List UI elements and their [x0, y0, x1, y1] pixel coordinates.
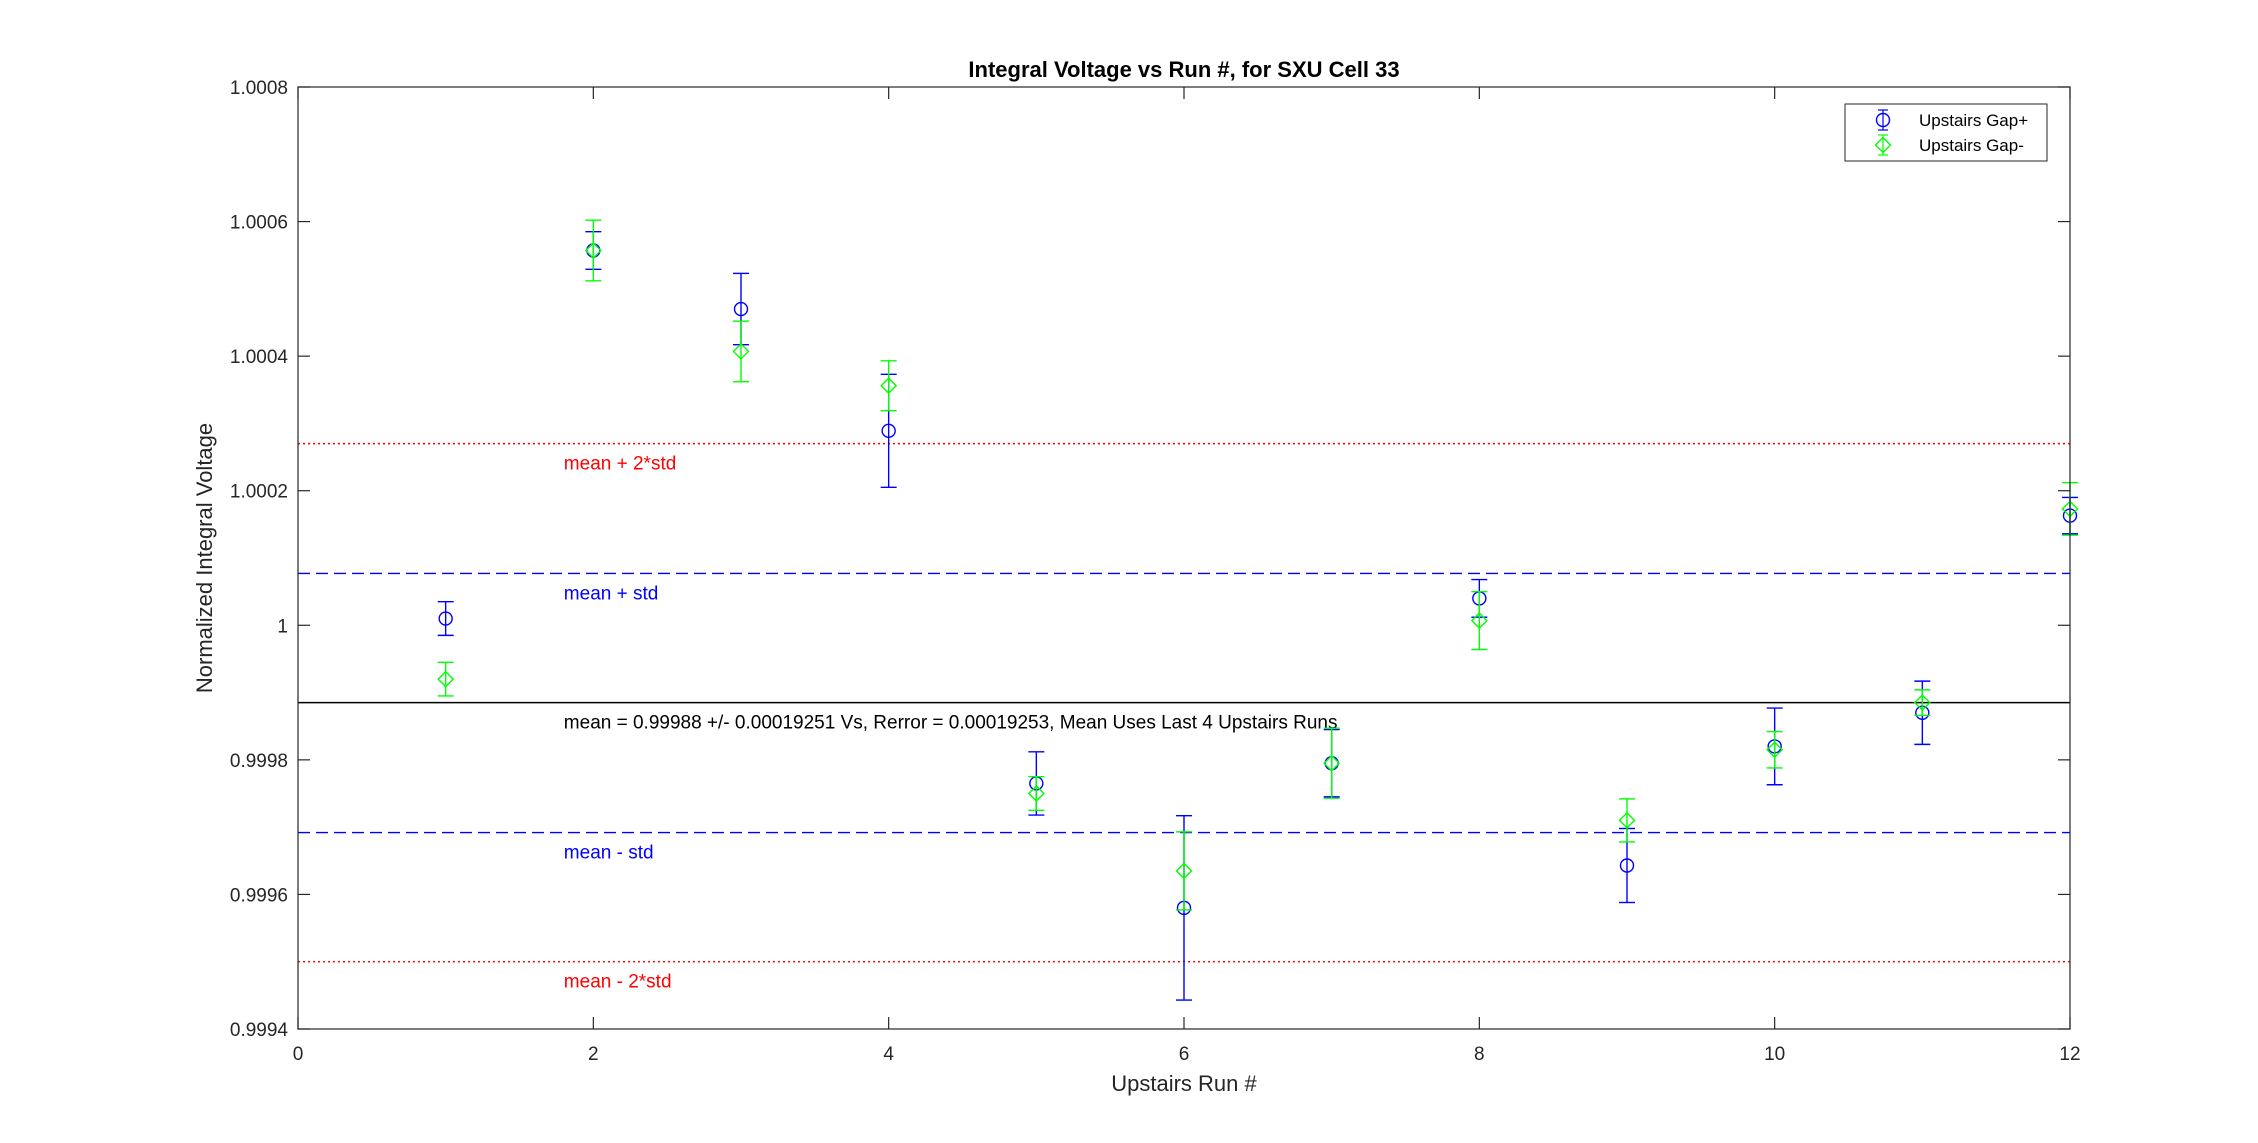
reference-line-label: mean - std [564, 843, 654, 864]
data-point [1913, 694, 1931, 712]
reference-line-label: mean + 2*std [564, 454, 677, 475]
data-point [1874, 136, 1892, 154]
x-tick-label: 10 [1764, 1044, 1785, 1065]
data-point [1323, 754, 1341, 772]
x-tick-label: 0 [293, 1044, 304, 1065]
reference-line-label: mean - 2*std [564, 972, 672, 993]
y-tick-label: 1.0008 [230, 78, 288, 99]
series-layer [437, 219, 2079, 1001]
x-tick-label: 2 [588, 1044, 599, 1065]
chart-title: Integral Voltage vs Run #, for SXU Cell … [968, 57, 1399, 82]
legend-label: Upstairs Gap+ [1919, 111, 2028, 130]
data-point [1027, 785, 1045, 802]
data-point [1875, 112, 1891, 128]
x-axis: 0 2 4 6 8 10 12 [293, 87, 2081, 1065]
data-point [1766, 741, 1784, 759]
y-tick-label: 0.9998 [230, 751, 288, 772]
data-point [438, 611, 453, 626]
y-tick-label: 1.0002 [230, 482, 288, 503]
x-axis-label: Upstairs Run # [1111, 1071, 1257, 1096]
reference-line-label: mean + std [564, 583, 659, 604]
data-point [437, 670, 455, 688]
legend: Upstairs Gap+ Upstairs Gap- [1844, 103, 2048, 162]
reference-line-label: mean = 0.99988 +/- 0.00019251 Vs, Rerror… [564, 713, 1338, 734]
data-point [881, 423, 896, 439]
x-tick-label: 6 [1179, 1044, 1190, 1065]
y-tick-label: 0.9994 [230, 1020, 289, 1041]
y-axis: 0.9994 0.9996 0.9998 1 1.0002 1.0004 1.0006 1.0… [230, 78, 2070, 1041]
x-tick-label: 12 [2059, 1044, 2080, 1065]
data-point [733, 301, 749, 317]
y-axis-label: Normalized Integral Voltage [192, 423, 217, 693]
data-point [1175, 862, 1193, 880]
y-tick-label: 0.9996 [230, 885, 288, 906]
legend-box [1844, 103, 2048, 162]
data-point [732, 342, 750, 360]
y-tick-label: 1 [277, 616, 288, 637]
y-tick-label: 1.0004 [230, 347, 289, 368]
data-point [880, 377, 898, 395]
y-tick-label: 1.0006 [230, 213, 288, 234]
data-point [1470, 612, 1488, 630]
x-tick-label: 8 [1474, 1044, 1485, 1065]
data-point [584, 242, 602, 259]
x-tick-label: 4 [883, 1044, 894, 1065]
data-point [1618, 811, 1636, 829]
legend-label: Upstairs Gap- [1919, 136, 2024, 155]
data-point [1619, 858, 1635, 873]
